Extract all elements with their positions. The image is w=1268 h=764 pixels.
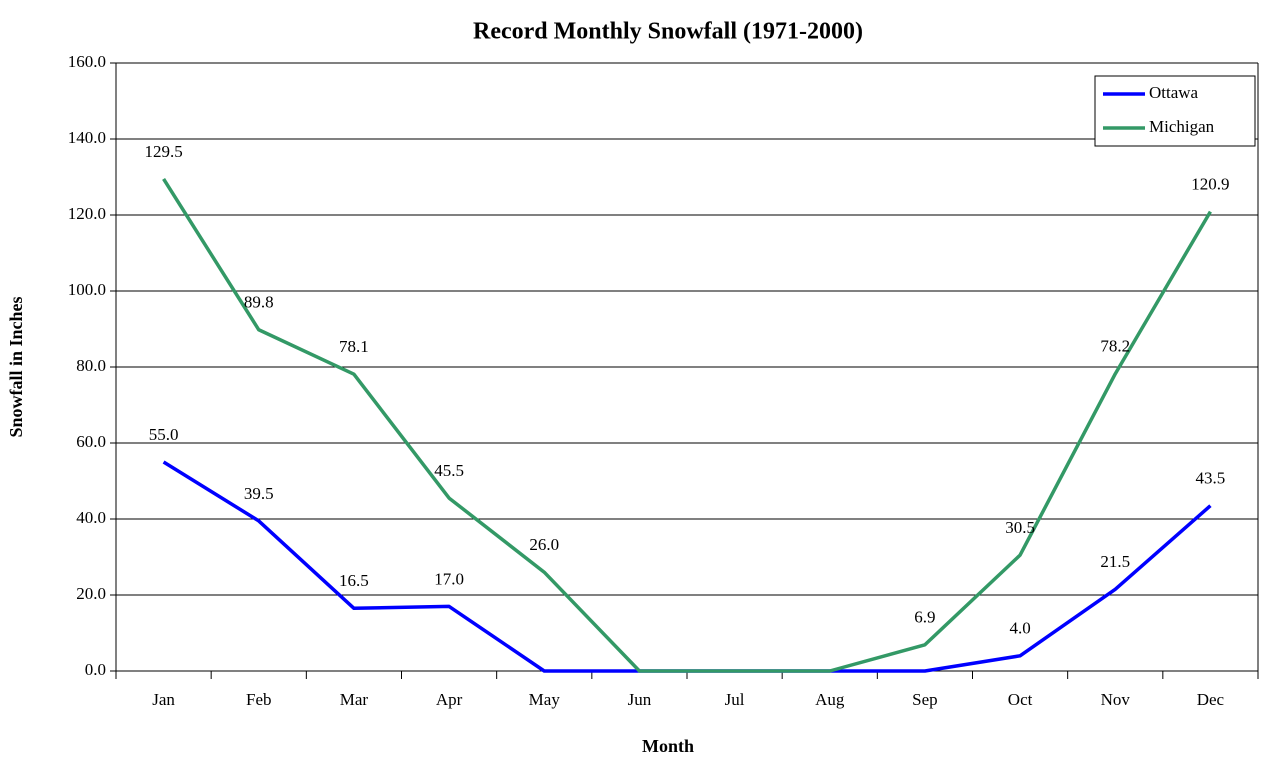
- x-tick-label: Jul: [725, 690, 745, 709]
- data-label: 129.5: [144, 142, 182, 161]
- x-axis-title: Month: [642, 736, 694, 756]
- data-label: 78.1: [339, 337, 369, 356]
- data-label: 6.9: [914, 608, 935, 627]
- series-line: [162, 177, 1212, 673]
- legend-label: Ottawa: [1149, 83, 1199, 102]
- x-tick-label: Feb: [246, 690, 272, 709]
- legend-label: Michigan: [1149, 117, 1215, 136]
- x-tick-label: Aug: [815, 690, 845, 709]
- legend-box: [1094, 75, 1256, 147]
- data-label: 78.2: [1100, 337, 1130, 356]
- data-label: 21.5: [1100, 552, 1130, 571]
- data-label: 120.9: [1191, 174, 1229, 193]
- y-tick-label: 40.0: [76, 508, 106, 527]
- data-label: 55.0: [149, 425, 179, 444]
- data-label: 45.5: [434, 461, 464, 480]
- data-label: 4.0: [1009, 619, 1030, 638]
- y-tick-label: 20.0: [76, 584, 106, 603]
- y-axis-title: Snowfall in Inches: [6, 296, 26, 437]
- data-label: 17.0: [434, 569, 464, 588]
- x-tick-label: Dec: [1197, 690, 1225, 709]
- x-tick-label: Oct: [1008, 690, 1033, 709]
- x-tick-label: Nov: [1101, 690, 1131, 709]
- y-tick-label: 60.0: [76, 432, 106, 451]
- data-label: 30.5: [1005, 518, 1035, 537]
- x-tick-label: May: [529, 690, 561, 709]
- y-tick-label: 120.0: [68, 204, 106, 223]
- y-tick-label: 0.0: [85, 660, 106, 679]
- data-label: 43.5: [1196, 469, 1226, 488]
- y-tick-label: 100.0: [68, 280, 106, 299]
- chart-title: Record Monthly Snowfall (1971-2000): [473, 19, 863, 45]
- y-tick-label: 140.0: [68, 128, 106, 147]
- y-tick-label: 160.0: [68, 52, 106, 71]
- data-label: 16.5: [339, 571, 369, 590]
- x-tick-label: Mar: [340, 690, 369, 709]
- x-tick-label: Apr: [436, 690, 463, 709]
- data-label: 39.5: [244, 484, 274, 503]
- y-tick-label: 80.0: [76, 356, 106, 375]
- x-tick-label: Jan: [152, 690, 175, 709]
- x-tick-label: Sep: [912, 690, 938, 709]
- x-tick-label: Jun: [628, 690, 652, 709]
- data-label: 26.0: [529, 535, 559, 554]
- data-label: 89.8: [244, 293, 274, 312]
